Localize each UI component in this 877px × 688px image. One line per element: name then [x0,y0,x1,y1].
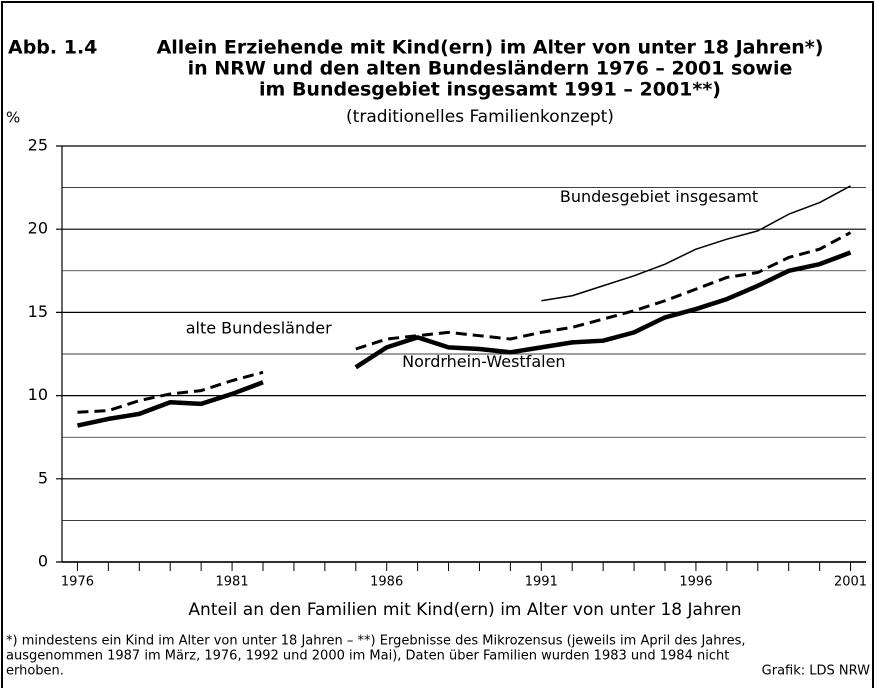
source: Grafik: LDS NRW [762,664,870,679]
line [541,185,851,302]
y-tick-label: 25 [28,136,48,155]
y-tick-label: 20 [28,219,48,238]
y-tick-label: 5 [38,468,48,487]
series-label: Nordrhein-Westfalen [402,352,565,371]
figure-label: Abb. 1.4 [8,37,97,59]
x-tick-label: 1996 [679,575,712,590]
line [77,231,852,414]
x-axis-label: Anteil an den Familien mit Kind(ern) im … [188,600,741,620]
x-tick-label: 1991 [525,575,558,590]
y-tick-label: 15 [28,302,48,321]
footnote: erhoben. [6,664,64,679]
x-tick-label: 2001 [834,575,867,590]
subtitle: (traditionelles Familienkonzept) [346,107,614,127]
x-tick-label: 1986 [370,575,403,590]
line [76,250,852,428]
x-tick-label: 1976 [61,575,94,590]
series-label: alte Bundesländer [186,319,332,338]
footnote: ausgenommen 1987 im März, 1976, 1992 und… [6,649,729,664]
chart-title: Allein Erziehende mit Kind(ern) im Alter… [157,37,824,59]
x-tick-label: 1981 [216,575,249,590]
y-tick-label: 10 [28,385,48,404]
chart-title: im Bundesgebiet insgesamt 1991 – 2001**) [259,79,721,101]
series-label: Bundesgebiet insgesamt [560,187,758,206]
chart-title: in NRW und den alten Bundesländern 1976 … [188,58,793,80]
y-axis-label: % [6,109,20,127]
footnote: *) mindestens ein Kind im Alter von unte… [6,634,745,649]
y-tick-label: 0 [38,552,48,571]
